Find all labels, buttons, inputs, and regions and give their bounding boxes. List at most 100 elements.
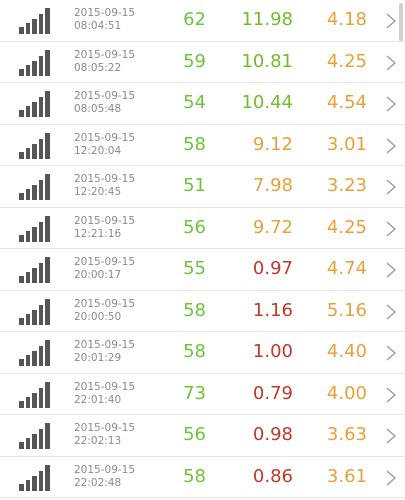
signal-strength-icon [19, 132, 53, 159]
timestamp: 2015-09-15 20:01:29 [74, 339, 135, 365]
record-time: 12:21:16 [74, 227, 122, 240]
list-item[interactable]: 2015-09-15 22:02:13 56 0.98 3.63 [0, 415, 405, 457]
record-date: 2015-09-15 [74, 131, 136, 144]
value-2: 10.81 [241, 50, 293, 72]
signal-strength-icon [19, 257, 53, 283]
chevron-right-icon[interactable] [385, 221, 397, 237]
value-2: 7.98 [252, 175, 293, 196]
value-2: 0.97 [252, 258, 293, 279]
record-time: 22:01:40 [74, 393, 122, 406]
record-date: 2015-09-15 [74, 422, 136, 434]
record-time: 20:01:29 [74, 352, 122, 364]
value-3: 3.23 [326, 175, 367, 196]
record-date: 2015-09-15 [74, 380, 136, 393]
list-item[interactable]: 2015-09-15 08:05:48 54 10.44 4.54 [0, 83, 405, 125]
value-1: 56 [183, 424, 206, 445]
value-2: 9.12 [252, 133, 293, 155]
value-3: 4.40 [326, 341, 367, 362]
value-2: 1.00 [252, 341, 293, 362]
chevron-right-icon[interactable] [385, 262, 397, 278]
value-3: 4.18 [326, 9, 367, 30]
value-1: 58 [183, 299, 206, 321]
chevron-right-icon[interactable] [385, 304, 397, 320]
value-3: 4.00 [326, 382, 367, 404]
value-3: 4.25 [326, 50, 367, 72]
value-1: 59 [183, 50, 206, 72]
timestamp: 2015-09-15 12:20:45 [74, 173, 135, 199]
record-time: 22:02:48 [74, 476, 122, 489]
signal-strength-icon [19, 49, 53, 76]
record-date: 2015-09-15 [74, 214, 136, 227]
chevron-right-icon[interactable] [385, 55, 397, 71]
value-1: 58 [183, 133, 206, 155]
value-3: 3.63 [326, 424, 367, 445]
chevron-right-icon[interactable] [385, 13, 397, 29]
value-1: 58 [183, 465, 206, 487]
value-3: 3.61 [326, 465, 367, 487]
value-3: 5.16 [326, 299, 367, 321]
list-item[interactable]: 2015-09-15 20:01:29 58 1.00 4.40 [0, 332, 405, 374]
value-1: 56 [183, 216, 206, 238]
list-item[interactable]: 2015-09-15 12:20:04 58 9.12 3.01 [0, 125, 405, 166]
record-time: 12:20:45 [74, 186, 122, 198]
value-2: 1.16 [252, 299, 293, 321]
value-3: 4.74 [326, 258, 367, 279]
chevron-right-icon[interactable] [385, 345, 397, 361]
timestamp: 2015-09-15 20:00:17 [74, 256, 135, 282]
record-time: 20:00:50 [74, 310, 122, 323]
record-date: 2015-09-15 [74, 463, 136, 476]
record-time: 08:05:22 [74, 61, 122, 74]
signal-strength-icon [19, 215, 53, 242]
value-2: 11.98 [241, 9, 293, 30]
timestamp: 2015-09-15 20:00:50 [74, 298, 135, 324]
timestamp: 2015-09-15 08:05:22 [74, 49, 135, 75]
list-item[interactable]: 2015-09-15 08:05:22 59 10.81 4.25 [0, 42, 405, 83]
value-1: 55 [183, 258, 206, 279]
value-1: 62 [183, 9, 206, 30]
signal-strength-icon [19, 8, 53, 34]
list-item[interactable]: 2015-09-15 12:21:16 56 9.72 4.25 [0, 208, 405, 249]
record-date: 2015-09-15 [74, 90, 136, 102]
chevron-right-icon[interactable] [385, 387, 397, 403]
value-3: 3.01 [326, 133, 367, 155]
signal-strength-icon [19, 298, 53, 325]
timestamp: 2015-09-15 22:02:48 [74, 464, 135, 490]
value-3: 4.25 [326, 216, 367, 238]
list-item[interactable]: 2015-09-15 22:01:40 73 0.79 4.00 [0, 374, 405, 415]
signal-strength-icon [19, 91, 53, 117]
record-time: 08:04:51 [74, 20, 122, 32]
chevron-right-icon[interactable] [385, 428, 397, 444]
value-1: 73 [183, 382, 206, 404]
value-2: 10.44 [241, 92, 293, 113]
signal-strength-icon [19, 340, 53, 366]
value-2: 0.98 [252, 424, 293, 445]
timestamp: 2015-09-15 12:20:04 [74, 132, 135, 158]
chevron-right-icon[interactable] [385, 179, 397, 195]
scrollbar[interactable] [399, 3, 403, 41]
value-1: 58 [183, 341, 206, 362]
list-item[interactable]: 2015-09-15 08:04:51 62 11.98 4.18 [0, 0, 405, 42]
record-time: 08:05:48 [74, 103, 122, 115]
timestamp: 2015-09-15 22:02:13 [74, 422, 135, 448]
signal-strength-icon [19, 174, 53, 200]
record-date: 2015-09-15 [74, 173, 136, 185]
list-item[interactable]: 2015-09-15 22:02:48 58 0.86 3.61 [0, 457, 405, 498]
chevron-right-icon[interactable] [385, 96, 397, 112]
chevron-right-icon[interactable] [385, 138, 397, 154]
value-2: 0.79 [252, 382, 293, 404]
signal-strength-icon [19, 381, 53, 408]
record-date: 2015-09-15 [74, 339, 136, 351]
list-item[interactable]: 2015-09-15 20:00:50 58 1.16 5.16 [0, 291, 405, 332]
timestamp: 2015-09-15 22:01:40 [74, 381, 135, 407]
value-2: 9.72 [252, 216, 293, 238]
record-date: 2015-09-15 [74, 256, 136, 268]
list-item[interactable]: 2015-09-15 12:20:45 51 7.98 3.23 [0, 166, 405, 208]
chevron-right-icon[interactable] [385, 470, 397, 486]
value-1: 51 [183, 175, 206, 196]
record-time: 22:02:13 [74, 435, 122, 447]
signal-strength-icon [19, 464, 53, 491]
record-time: 12:20:04 [74, 144, 122, 157]
record-date: 2015-09-15 [74, 297, 136, 310]
list-item[interactable]: 2015-09-15 20:00:17 55 0.97 4.74 [0, 249, 405, 291]
